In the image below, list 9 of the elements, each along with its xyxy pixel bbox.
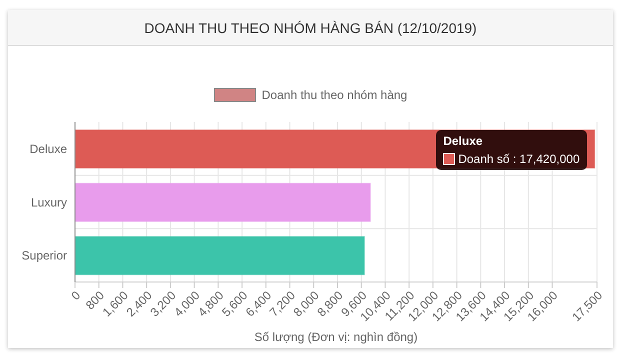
y-tick-label: Deluxe [30, 142, 68, 156]
x-axis-title: Số lượng (Đơn vị: nghìn đồng) [253, 329, 419, 345]
chart-title: DOANH THU THEO NHÓM HÀNG BÁN (12/10/2019) [8, 10, 613, 46]
y-tick-label: Luxury [30, 195, 67, 210]
y-tick-label: Superior [22, 248, 67, 263]
x-tick-label: 0 [68, 288, 84, 303]
text: Doanh thu theo nhóm hàng [260, 88, 408, 102]
annotation: Deluxe [443, 134, 484, 148]
annotation: Doanh số : 17,420,000 [457, 152, 580, 166]
